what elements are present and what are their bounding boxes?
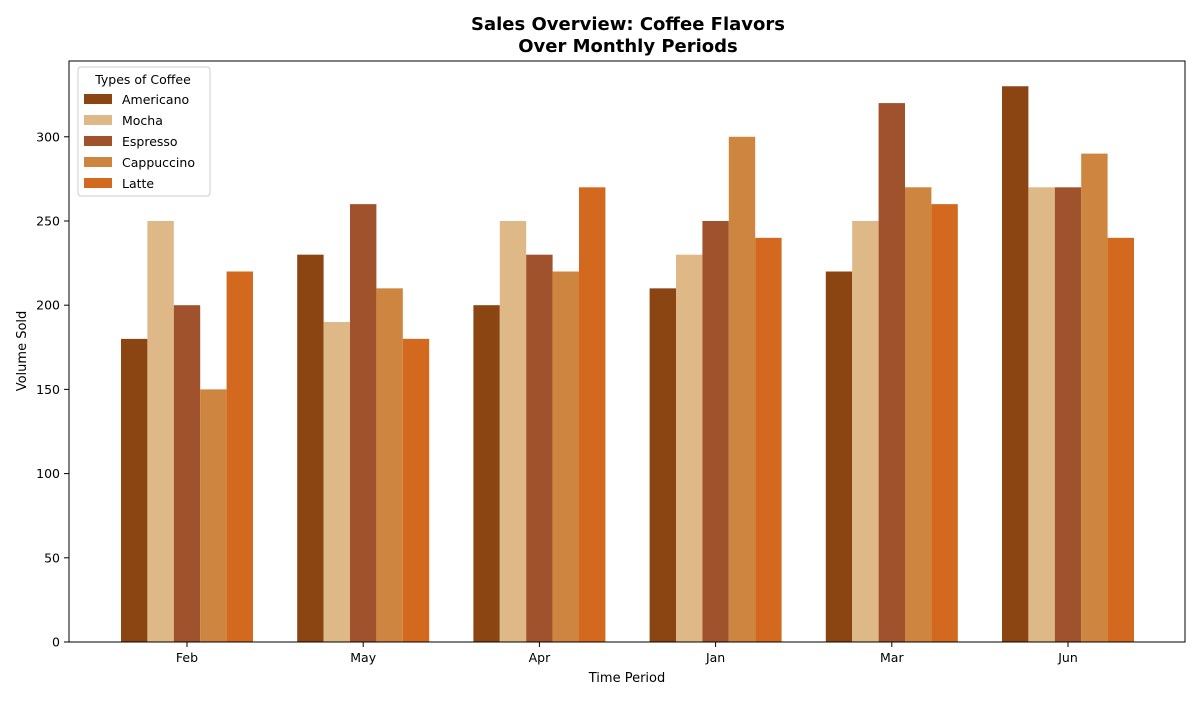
bar-americano-jan <box>649 288 676 642</box>
bar-mocha-feb <box>147 220 174 643</box>
bar-latte-mar <box>931 204 958 642</box>
bar-americano-jun <box>1002 86 1029 642</box>
legend: Types of Coffee Americano Mocha Espresso Ca… <box>77 66 211 197</box>
legend-title: Types of Coffee <box>94 72 191 87</box>
x-axis-label: Time Period <box>588 671 665 686</box>
x-tick-label-may: May <box>350 650 376 665</box>
bar-latte-apr <box>579 187 606 643</box>
bar-americano-apr <box>473 305 500 642</box>
legend-swatch-americano <box>84 94 112 104</box>
plot-frame <box>68 60 1186 643</box>
y-axis-label: Volume Sold <box>15 311 30 392</box>
y-tick-label-300: 300 <box>36 129 60 144</box>
y-tick-label-250: 250 <box>36 213 60 228</box>
y-tick-label-200: 200 <box>36 298 60 313</box>
bar-americano-mar <box>825 271 853 642</box>
legend-items: Americano Mocha Espresso Cappuccino Latte <box>84 92 195 191</box>
legend-label-latte: Latte <box>122 176 154 191</box>
bar-mocha-jun <box>1028 187 1055 643</box>
bar-mocha-may <box>323 322 350 642</box>
legend-swatch-mocha <box>84 115 112 125</box>
legend-swatch-latte <box>84 178 112 188</box>
x-tick-label-apr: Apr <box>529 650 551 665</box>
bar-americano-feb <box>121 338 148 642</box>
x-tick-label-jun: Jun <box>1057 650 1078 665</box>
bar-cappuccino-apr <box>552 271 579 642</box>
y-tick-label-100: 100 <box>36 466 60 481</box>
bars-layer <box>121 86 1134 643</box>
chart-title-line-2: Over Monthly Periods <box>518 36 737 57</box>
legend-label-mocha: Mocha <box>122 113 163 128</box>
legend-swatch-espresso <box>84 136 112 146</box>
x-tick-label-feb: Feb <box>176 650 198 665</box>
bar-espresso-jan <box>702 220 729 643</box>
legend-label-cappuccino: Cappuccino <box>122 155 195 170</box>
bar-cappuccino-jun <box>1081 153 1108 642</box>
bar-latte-may <box>402 338 430 642</box>
legend-swatch-cappuccino <box>84 157 112 167</box>
bar-mocha-jan <box>676 254 703 643</box>
legend-label-americano: Americano <box>122 92 189 107</box>
bar-latte-jun <box>1107 237 1134 642</box>
legend-label-espresso: Espresso <box>122 134 178 149</box>
bar-cappuccino-feb <box>200 389 227 642</box>
bar-latte-feb <box>226 271 253 642</box>
y-tick-label-150: 150 <box>36 382 60 397</box>
bar-cappuccino-mar <box>905 187 932 643</box>
x-axis: Feb May Apr Jan Mar Jun <box>176 642 1078 665</box>
bar-cappuccino-jan <box>728 136 756 642</box>
bar-latte-jan <box>755 237 782 642</box>
bar-espresso-feb <box>173 305 201 642</box>
bar-espresso-may <box>350 204 377 642</box>
bar-cappuccino-may <box>376 288 403 642</box>
bar-espresso-jun <box>1054 187 1082 643</box>
y-tick-label-0: 0 <box>52 635 60 650</box>
bar-mocha-apr <box>499 220 527 643</box>
chart-title-line-1: Sales Overview: Coffee Flavors <box>471 14 785 35</box>
x-tick-label-mar: Mar <box>880 650 904 665</box>
chart-title: Sales Overview: Coffee Flavors Over Mont… <box>471 14 785 57</box>
bar-americano-may <box>297 254 324 643</box>
bar-espresso-mar <box>878 103 905 643</box>
x-tick-label-jan: Jan <box>705 650 725 665</box>
y-axis: 0 50 100 150 200 250 300 <box>36 129 69 650</box>
bar-mocha-mar <box>852 220 879 643</box>
bar-espresso-apr <box>526 254 553 643</box>
y-tick-label-50: 50 <box>44 550 60 565</box>
